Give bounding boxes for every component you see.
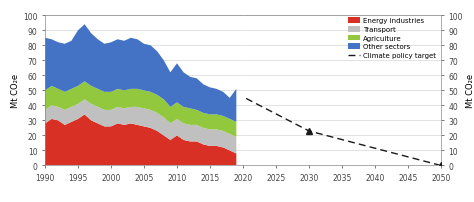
- Y-axis label: Mt CO₂e: Mt CO₂e: [11, 74, 20, 108]
- Legend: Energy industries, Transport, Agriculture, Other sectors, Climate policy target: Energy industries, Transport, Agricultur…: [346, 17, 438, 60]
- Y-axis label: Mt CO₂e: Mt CO₂e: [466, 74, 474, 108]
